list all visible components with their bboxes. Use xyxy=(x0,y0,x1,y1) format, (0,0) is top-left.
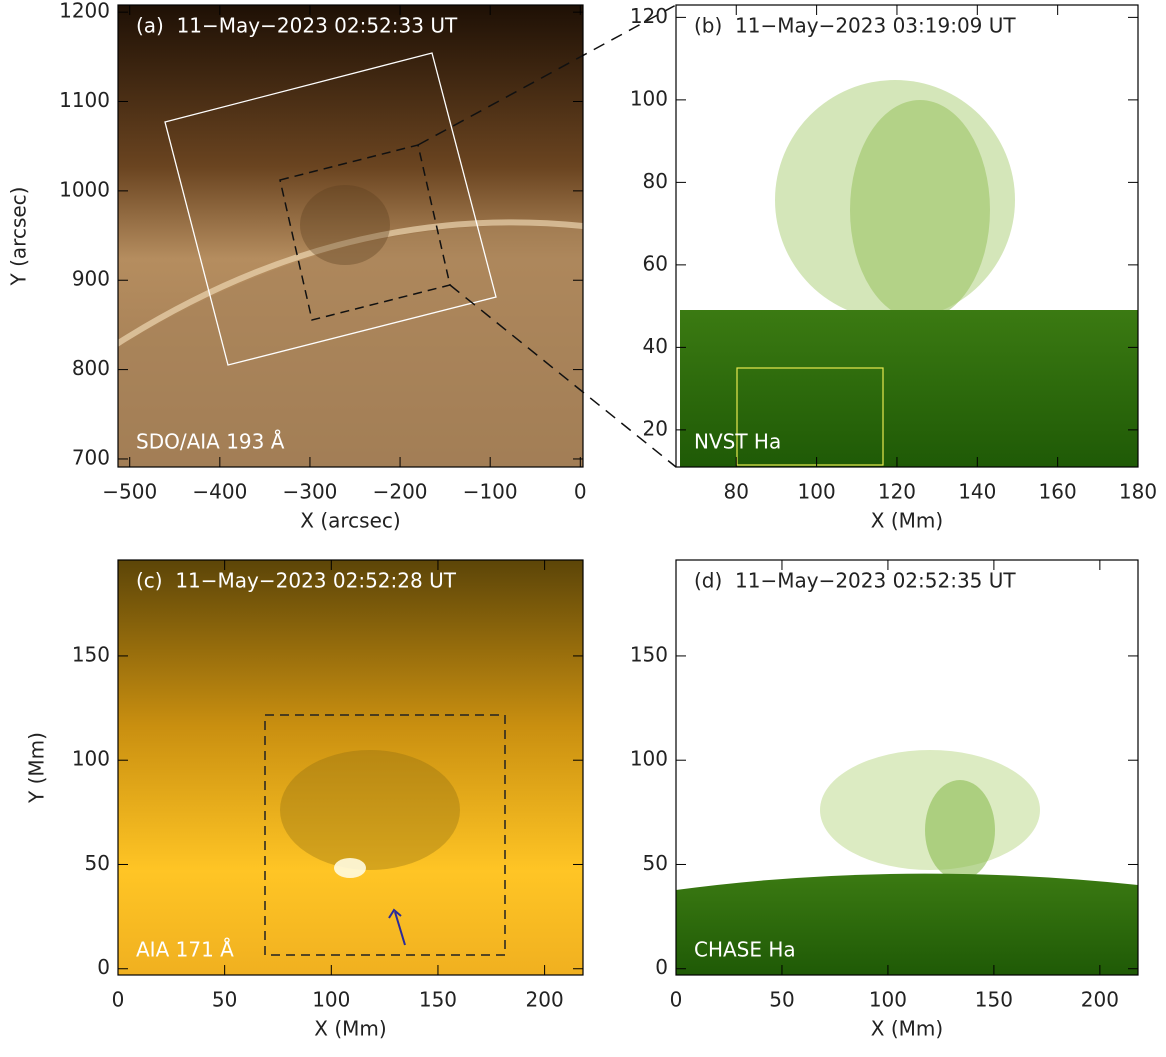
x-tick-label: 0 xyxy=(112,988,125,1012)
x-tick-label: 50 xyxy=(212,988,237,1012)
x-tick-label: 150 xyxy=(419,988,457,1012)
x-tick-label: 160 xyxy=(1039,480,1077,504)
x-axis-label: X (Mm) xyxy=(871,509,943,533)
x-tick-label: −500 xyxy=(102,480,157,504)
y-tick-label: 50 xyxy=(85,851,110,875)
y-tick-label: 80 xyxy=(643,169,668,193)
x-tick-label: 0 xyxy=(574,480,587,504)
frame xyxy=(117,4,584,468)
image-a xyxy=(118,5,583,467)
x-tick-label: 80 xyxy=(724,480,749,504)
y-tick-label: 50 xyxy=(643,851,668,875)
panel-annotation: SDO/AIA 193 Å xyxy=(136,430,285,454)
y-tick-label: 1200 xyxy=(59,0,110,23)
x-tick-label: 100 xyxy=(798,480,836,504)
y-tick-label: 120 xyxy=(630,4,668,28)
frame xyxy=(117,559,584,976)
y-tick-label: 1100 xyxy=(59,88,110,112)
image-c xyxy=(118,560,583,975)
y-tick-label: 100 xyxy=(630,86,668,110)
x-tick-label: 200 xyxy=(526,988,564,1012)
panel-annotation: NVST Ha xyxy=(694,430,781,454)
x-tick-label: 0 xyxy=(670,988,683,1012)
x-axis-label: X (arcsec) xyxy=(300,509,400,533)
y-tick-label: 100 xyxy=(72,747,110,771)
x-tick-label: 180 xyxy=(1119,480,1157,504)
x-axis-label: X (Mm) xyxy=(871,1017,943,1041)
y-tick-label: 700 xyxy=(72,445,110,469)
y-tick-label: 0 xyxy=(97,955,110,979)
panel-title: (a) 11−May−2023 02:52:33 UT xyxy=(136,14,458,38)
x-tick-label: −100 xyxy=(463,480,518,504)
y-tick-label: 900 xyxy=(72,267,110,291)
y-axis-label: Y (Mm) xyxy=(25,732,49,804)
y-tick-label: 0 xyxy=(655,955,668,979)
x-tick-label: −400 xyxy=(192,480,247,504)
x-tick-label: 100 xyxy=(312,988,350,1012)
panel-title: (d) 11−May−2023 02:52:35 UT xyxy=(694,569,1016,593)
image-d xyxy=(676,560,1138,975)
x-tick-label: 140 xyxy=(958,480,996,504)
y-tick-label: 1000 xyxy=(59,177,110,201)
fov-boxes xyxy=(164,4,677,468)
y-tick-label: 100 xyxy=(630,747,668,771)
y-tick-label: 60 xyxy=(643,251,668,275)
image-b xyxy=(676,5,1138,467)
y-tick-label: 20 xyxy=(643,416,668,440)
panel-annotation: AIA 171 Å xyxy=(136,938,234,962)
x-tick-label: 200 xyxy=(1081,988,1119,1012)
y-tick-label: 150 xyxy=(630,642,668,666)
y-axis-label: Y (arcsec) xyxy=(7,187,31,287)
x-tick-label: 100 xyxy=(869,988,907,1012)
panel-title: (c) 11−May−2023 02:52:28 UT xyxy=(136,569,457,593)
x-tick-label: 120 xyxy=(878,480,916,504)
x-axis-label: X (Mm) xyxy=(314,1017,386,1041)
frame xyxy=(675,4,1139,468)
x-tick-label: 150 xyxy=(975,988,1013,1012)
frame xyxy=(675,559,1139,976)
x-tick-label: −200 xyxy=(373,480,428,504)
y-tick-label: 40 xyxy=(643,334,668,358)
x-tick-label: 50 xyxy=(769,988,794,1012)
y-tick-label: 150 xyxy=(72,642,110,666)
panel-annotation: CHASE Ha xyxy=(694,938,796,962)
panel-title: (b) 11−May−2023 03:19:09 UT xyxy=(694,14,1016,38)
y-tick-label: 800 xyxy=(72,356,110,380)
x-tick-label: −300 xyxy=(282,480,337,504)
